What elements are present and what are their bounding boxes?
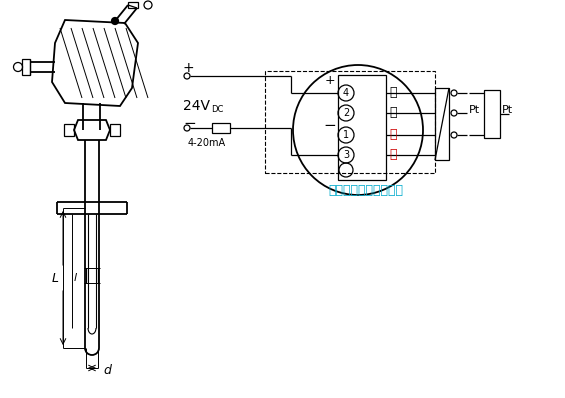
Text: d: d bbox=[103, 365, 111, 377]
Bar bbox=[212, 123, 230, 133]
Text: 1: 1 bbox=[343, 130, 349, 140]
Bar bbox=[110, 124, 120, 136]
Text: Pt: Pt bbox=[469, 105, 480, 115]
Text: −: − bbox=[183, 115, 195, 131]
Text: DC: DC bbox=[211, 105, 223, 113]
Text: L: L bbox=[51, 271, 59, 285]
Bar bbox=[265, 71, 435, 173]
Text: 3: 3 bbox=[343, 150, 349, 160]
Text: 红: 红 bbox=[389, 148, 397, 162]
Bar bbox=[435, 88, 449, 160]
Text: +: + bbox=[325, 74, 335, 86]
Bar bbox=[484, 90, 500, 138]
Text: Pt: Pt bbox=[502, 105, 513, 115]
Text: 热电阵：三线或四线制: 热电阵：三线或四线制 bbox=[328, 185, 403, 197]
Text: 白: 白 bbox=[389, 107, 397, 119]
Text: 4: 4 bbox=[343, 88, 349, 98]
Text: +: + bbox=[183, 61, 194, 75]
Text: −: − bbox=[324, 119, 336, 133]
Text: 4-20mA: 4-20mA bbox=[188, 138, 226, 148]
Bar bbox=[338, 75, 386, 180]
Text: l: l bbox=[74, 273, 77, 283]
Bar bbox=[128, 2, 138, 8]
Bar bbox=[64, 124, 74, 136]
Circle shape bbox=[111, 18, 119, 25]
Text: 24V: 24V bbox=[183, 99, 210, 113]
Bar bbox=[22, 59, 30, 75]
Text: 红: 红 bbox=[389, 129, 397, 142]
Text: 白: 白 bbox=[389, 86, 397, 100]
Text: 2: 2 bbox=[343, 108, 349, 118]
